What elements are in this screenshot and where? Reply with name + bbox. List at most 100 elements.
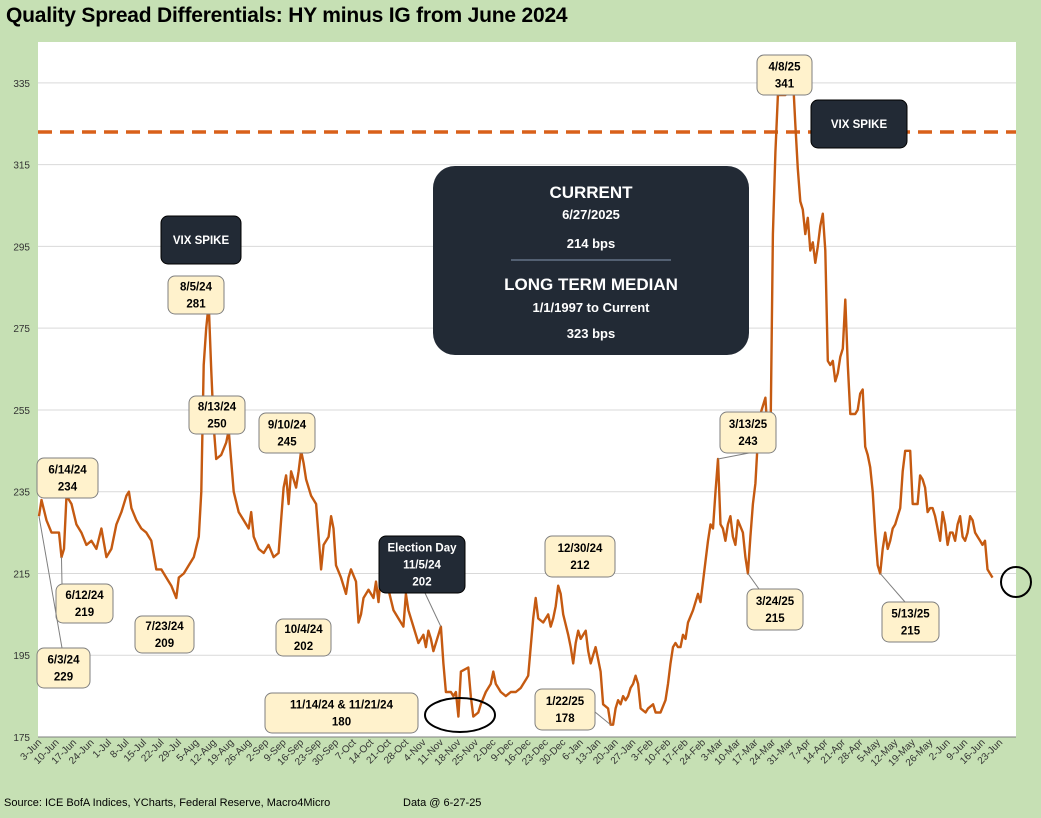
callout-text: 1/22/25 xyxy=(546,696,585,708)
y-tick-label: 175 xyxy=(13,733,30,744)
callout-box xyxy=(810,99,908,149)
callout-text: Election Day xyxy=(387,543,457,555)
dark-annotation-box: Election Day 11/5/24 202 xyxy=(378,535,466,627)
spread-series-line xyxy=(37,57,994,726)
current-vs-median-box: CURRENT 6/27/2025 214 bps LONG TERM MEDIAN 1… xyxy=(433,166,749,355)
callout-text: 341 xyxy=(775,79,795,91)
dark-annotation-box: VIX SPIKE xyxy=(160,215,242,265)
annotation-callout: 6/14/24 234 xyxy=(36,457,99,499)
current-value-circle xyxy=(1000,566,1032,598)
annotation-callout: 7/23/24 209 xyxy=(134,615,195,654)
callout-box xyxy=(167,275,225,315)
callout-text: 11/5/24 xyxy=(403,560,441,572)
annotation-callout: 4/8/25 341 xyxy=(756,54,813,96)
y-tick-label: 215 xyxy=(13,569,30,580)
callout-box xyxy=(36,457,99,499)
y-tick-label: 195 xyxy=(13,651,30,662)
annotation-callout: 5/13/25 215 xyxy=(879,573,940,643)
callout-text: 3/24/25 xyxy=(756,596,795,608)
callout-box xyxy=(188,395,246,435)
callout-text: 180 xyxy=(332,717,351,729)
callout-text: 8/5/24 xyxy=(180,282,213,294)
callout-text: 12/30/24 xyxy=(558,543,603,555)
callout-text: 212 xyxy=(570,560,589,572)
callout-text: 8/13/24 xyxy=(198,402,237,414)
annotation-callout: 3/13/25 243 xyxy=(717,411,777,460)
callout-text: 6/3/24 xyxy=(48,655,81,667)
info-median-value: 323 bps xyxy=(567,326,615,341)
callout-text: 202 xyxy=(294,641,313,653)
callout-box xyxy=(378,535,466,594)
annotation-callout: 11/14/24 & 11/21/24 180 xyxy=(264,692,419,734)
callout-box xyxy=(36,647,91,689)
callout-box xyxy=(756,54,813,96)
callout-text: 202 xyxy=(412,577,431,589)
y-tick-label: 295 xyxy=(13,242,30,253)
callout-text: 281 xyxy=(186,299,206,311)
annotation-callout: 3/24/25 215 xyxy=(746,573,804,631)
callout-text: 6/14/24 xyxy=(48,465,87,477)
plot-area xyxy=(38,42,1016,737)
callout-box xyxy=(134,615,195,654)
source-note: Source: ICE BofA Indices, YCharts, Feder… xyxy=(4,797,331,809)
callout-text: 243 xyxy=(738,436,757,448)
callout-box xyxy=(55,583,114,624)
callout-text: 5/13/25 xyxy=(891,609,930,621)
info-current-heading: CURRENT xyxy=(549,183,633,202)
callout-box xyxy=(534,688,596,731)
callout-box xyxy=(544,535,616,578)
y-tick-label: 255 xyxy=(13,406,30,417)
callout-text: 4/8/25 xyxy=(769,62,802,74)
annotation-callout: 8/5/24 281 xyxy=(167,275,225,315)
info-current-value: 214 bps xyxy=(567,236,615,251)
callout-box xyxy=(881,601,940,643)
chart-title: Quality Spread Differentials: HY minus I… xyxy=(6,4,568,27)
callout-text: VIX SPIKE xyxy=(831,119,888,131)
callout-text: 209 xyxy=(155,638,174,650)
leader-line xyxy=(60,557,63,585)
data-as-of: Data @ 6-27-25 xyxy=(403,797,482,809)
leader-line xyxy=(424,592,442,627)
callout-text: VIX SPIKE xyxy=(173,235,230,247)
callout-box xyxy=(275,618,332,657)
callout-text: 6/12/24 xyxy=(65,590,104,602)
callout-box xyxy=(746,588,804,631)
callout-text: 3/13/25 xyxy=(729,419,768,431)
y-tick-label: 275 xyxy=(13,324,30,335)
y-tick-label: 235 xyxy=(13,488,30,499)
info-median-range: 1/1/1997 to Current xyxy=(532,300,650,315)
callout-text: 11/14/24 & 11/21/24 xyxy=(290,700,394,712)
callout-text: 245 xyxy=(277,437,297,449)
annotation-callout: 12/30/24 212 xyxy=(544,535,616,578)
callout-text: 215 xyxy=(901,626,921,638)
callout-text: 7/23/24 xyxy=(145,621,184,633)
annotation-callout: 6/12/24 219 xyxy=(55,557,114,624)
callout-box xyxy=(719,411,777,454)
callout-text: 10/4/24 xyxy=(284,624,323,636)
callout-text: 229 xyxy=(54,672,73,684)
callout-box xyxy=(264,692,419,734)
info-current-date: 6/27/2025 xyxy=(562,207,620,222)
callout-text: 178 xyxy=(555,713,575,725)
leader-line xyxy=(38,516,63,649)
callout-box xyxy=(160,215,242,265)
annotation-callout: 1/22/25 178 xyxy=(534,688,611,731)
annotation-callout: 9/10/24 245 xyxy=(258,412,316,454)
highlight-ellipse xyxy=(424,697,496,733)
leader-line xyxy=(879,573,906,603)
annotation-callout: 10/4/24 202 xyxy=(275,618,332,657)
leader-line xyxy=(747,573,760,590)
y-tick-label: 315 xyxy=(13,161,30,172)
x-tick-label: 1-Jul xyxy=(91,737,114,760)
leader-line xyxy=(594,711,611,726)
callout-box xyxy=(258,412,316,454)
callout-text: 215 xyxy=(765,613,785,625)
leader-line xyxy=(717,452,750,460)
info-median-heading: LONG TERM MEDIAN xyxy=(504,275,678,294)
annotation-callout: 8/13/24 250 xyxy=(188,395,246,435)
y-tick-label: 335 xyxy=(13,79,30,90)
callout-text: 219 xyxy=(75,607,94,619)
callout-text: 9/10/24 xyxy=(268,420,307,432)
annotation-callout: 6/3/24 229 xyxy=(36,516,91,689)
